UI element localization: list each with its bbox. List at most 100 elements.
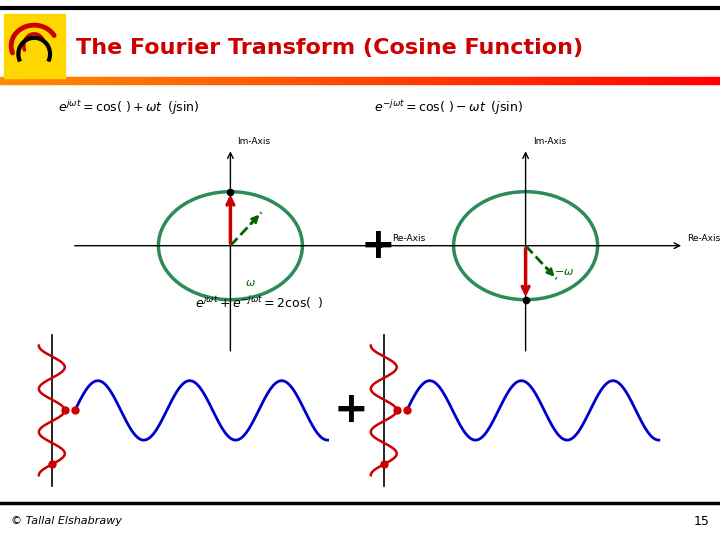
Bar: [7, 77, 11, 84]
Bar: [428, 77, 432, 84]
Text: +: +: [361, 225, 395, 267]
Bar: [72, 77, 76, 84]
Bar: [176, 77, 180, 84]
Bar: [421, 77, 425, 84]
Bar: [713, 77, 716, 84]
Bar: [155, 77, 158, 84]
Bar: [166, 77, 169, 84]
Bar: [241, 77, 245, 84]
Bar: [410, 77, 414, 84]
Bar: [79, 77, 83, 84]
Bar: [25, 77, 29, 84]
Bar: [475, 77, 479, 84]
Bar: [169, 77, 173, 84]
Text: Im-Axis: Im-Axis: [238, 137, 271, 146]
Bar: [209, 77, 212, 84]
Bar: [580, 77, 583, 84]
Text: 15: 15: [693, 515, 709, 528]
Text: +: +: [333, 389, 368, 431]
Bar: [446, 77, 450, 84]
Bar: [4, 14, 65, 78]
Bar: [605, 77, 608, 84]
Bar: [122, 77, 126, 84]
Bar: [637, 77, 641, 84]
Text: Re-Axis: Re-Axis: [392, 234, 426, 243]
Bar: [468, 77, 472, 84]
Bar: [652, 77, 655, 84]
Bar: [598, 77, 601, 84]
Bar: [187, 77, 191, 84]
Bar: [518, 77, 522, 84]
Bar: [587, 77, 590, 84]
Bar: [457, 77, 461, 84]
Bar: [482, 77, 486, 84]
Bar: [256, 77, 259, 84]
Bar: [479, 77, 482, 84]
Bar: [194, 77, 198, 84]
Bar: [115, 77, 119, 84]
Bar: [626, 77, 630, 84]
Bar: [140, 77, 144, 84]
Bar: [331, 77, 335, 84]
Bar: [576, 77, 580, 84]
Bar: [223, 77, 227, 84]
Bar: [274, 77, 277, 84]
Bar: [0, 77, 4, 84]
Bar: [493, 77, 497, 84]
Bar: [371, 77, 374, 84]
Text: Im-Axis: Im-Axis: [533, 137, 566, 146]
Bar: [526, 77, 529, 84]
Bar: [310, 77, 313, 84]
Bar: [536, 77, 540, 84]
Bar: [36, 77, 40, 84]
Bar: [338, 77, 342, 84]
Bar: [533, 77, 536, 84]
Bar: [367, 77, 371, 84]
Bar: [500, 77, 504, 84]
Bar: [389, 77, 392, 84]
Bar: [378, 77, 382, 84]
Bar: [529, 77, 533, 84]
Bar: [281, 77, 284, 84]
Bar: [562, 77, 565, 84]
Bar: [94, 77, 97, 84]
Bar: [439, 77, 443, 84]
Bar: [40, 77, 43, 84]
Bar: [464, 77, 468, 84]
Text: The Fourier Transform (Cosine Function): The Fourier Transform (Cosine Function): [76, 37, 582, 58]
Bar: [515, 77, 518, 84]
Bar: [403, 77, 407, 84]
Text: © Tallal Elshabrawy: © Tallal Elshabrawy: [11, 516, 122, 526]
Bar: [50, 77, 54, 84]
Bar: [202, 77, 205, 84]
Bar: [29, 77, 32, 84]
Bar: [565, 77, 569, 84]
Bar: [641, 77, 644, 84]
Bar: [101, 77, 104, 84]
Bar: [511, 77, 515, 84]
Bar: [299, 77, 302, 84]
Bar: [583, 77, 587, 84]
Bar: [65, 77, 68, 84]
Bar: [245, 77, 248, 84]
Bar: [151, 77, 155, 84]
Bar: [54, 77, 58, 84]
Bar: [97, 77, 101, 84]
Bar: [504, 77, 508, 84]
Bar: [688, 77, 691, 84]
Bar: [680, 77, 684, 84]
Bar: [691, 77, 695, 84]
Bar: [418, 77, 421, 84]
Bar: [184, 77, 187, 84]
Bar: [616, 77, 619, 84]
Text: $\omega$: $\omega$: [245, 278, 256, 288]
Bar: [554, 77, 558, 84]
Bar: [133, 77, 137, 84]
Bar: [328, 77, 331, 84]
Bar: [662, 77, 666, 84]
Text: $-\omega$: $-\omega$: [554, 267, 575, 278]
Bar: [364, 77, 367, 84]
Bar: [569, 77, 572, 84]
Bar: [162, 77, 166, 84]
Bar: [148, 77, 151, 84]
